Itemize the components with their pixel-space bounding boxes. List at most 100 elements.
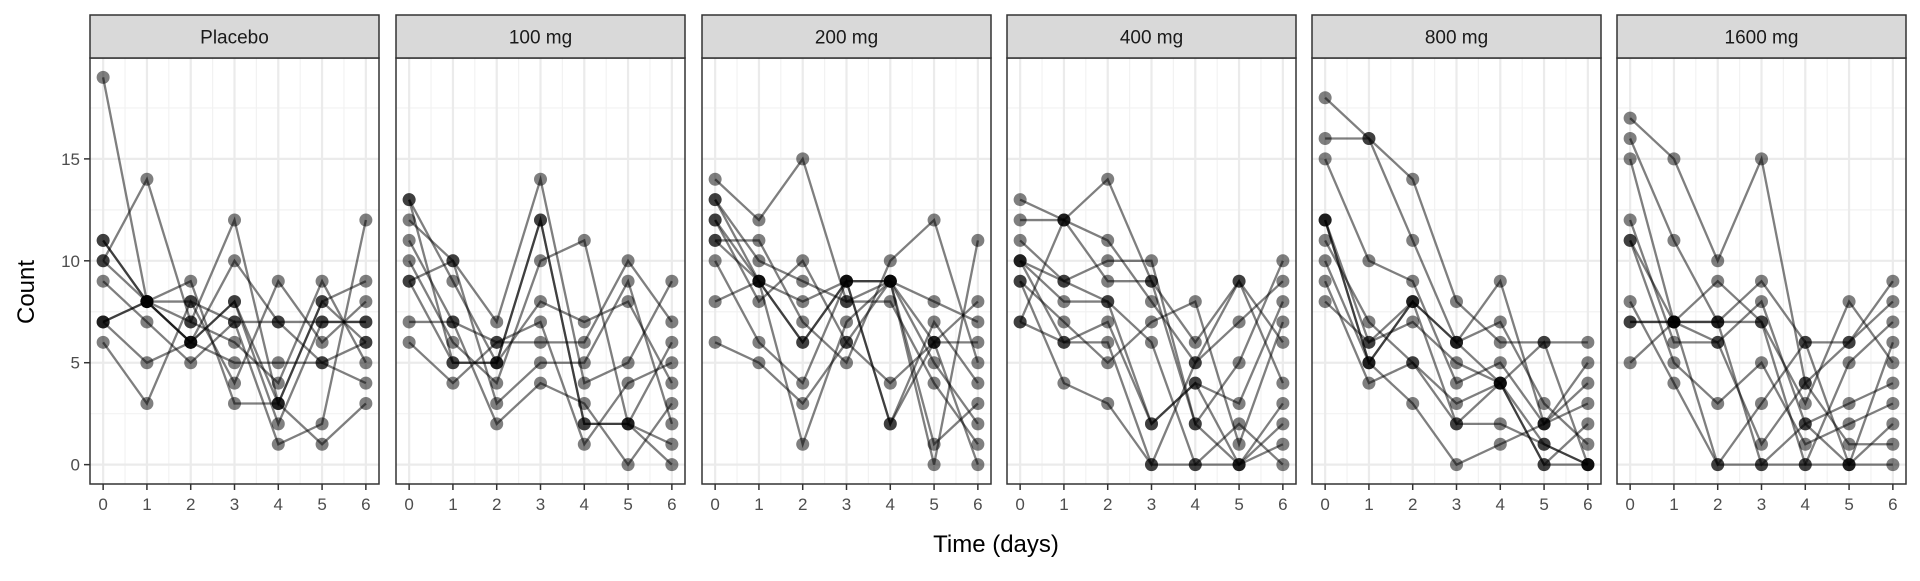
facet-strip [1311,14,1602,59]
x-tick-label: 1 [1669,495,1678,514]
data-point [359,315,373,329]
x-tick-label: 2 [1713,495,1722,514]
data-point [1493,437,1507,451]
x-tick-label: 1 [1364,495,1373,514]
data-point [1318,233,1332,247]
data-point [1318,254,1332,268]
data-point [1623,315,1637,329]
data-point [1145,417,1158,431]
series [96,254,373,370]
data-point [621,274,635,288]
x-tick-label: 6 [973,495,982,514]
data-point [402,274,416,288]
data-point [971,396,985,410]
data-point [1886,295,1900,309]
data-point [752,356,766,370]
data-point [1276,335,1290,349]
data-point [577,315,591,329]
data-point [271,356,285,370]
x-axis: 0 1 2 3 4 5 6 [1625,484,1898,514]
data-point [1188,295,1202,309]
x-tick-label: 6 [667,495,676,514]
data-point [228,315,241,329]
data-point [1145,295,1158,309]
x-tick-label: 1 [142,495,151,514]
data-point [1232,396,1246,410]
facet-panel: 400 mg 0 1 2 3 4 5 6 [1006,14,1297,514]
data-point [402,213,416,227]
data-point [1318,152,1332,166]
x-tick-label: 5 [1234,495,1243,514]
data-point [1406,274,1420,288]
x-axis-title: Time (days) [933,531,1059,558]
data-point [1362,132,1376,146]
facet-panel: 100 mg 0 1 2 3 4 5 6 [395,14,686,514]
y-tick-label: 15 [61,150,80,169]
data-point [271,437,285,451]
data-point [1450,356,1463,370]
data-point [359,335,373,349]
data-point [1057,335,1071,349]
data-point [840,295,853,309]
data-point [708,172,722,186]
data-point [184,295,198,309]
data-point [1276,274,1290,288]
data-point [665,417,679,431]
data-point [359,396,373,410]
data-point [1188,458,1202,472]
data-point [796,437,810,451]
data-point [971,315,985,329]
data-point [621,376,635,390]
data-point [1755,458,1768,472]
data-point [1362,376,1376,390]
data-point [1667,376,1681,390]
data-point [1232,274,1246,288]
panels-layer: Placebo 0 1 2 3 4 5 6 100 mg 0 1 2 3 4 5 6 200 mg 0 1 2 3 4 5 6… [89,14,1907,514]
data-point [1232,458,1246,472]
x-tick-label: 1 [1059,495,1068,514]
major-gridlines [1617,58,1906,484]
data-point [1362,335,1376,349]
x-tick-label: 2 [1408,495,1417,514]
data-point [402,315,416,329]
data-point [228,356,241,370]
data-point [534,213,547,227]
data-point [446,335,460,349]
data-point [1057,376,1071,390]
data-point [883,274,897,288]
series [1013,254,1290,472]
x-tick-label: 1 [448,495,457,514]
data-point [1145,274,1158,288]
data-point [796,315,810,329]
data-point [752,274,766,288]
data-point [315,356,329,370]
data-point [315,295,329,309]
data-point [927,335,941,349]
data-point [490,335,504,349]
data-point [1711,254,1725,268]
data-point [490,356,504,370]
y-tick-label: 10 [61,252,80,271]
data-point [665,437,679,451]
data-point [1145,335,1158,349]
data-point [402,335,416,349]
data-point [359,356,373,370]
data-point [665,396,679,410]
data-point [621,458,635,472]
data-point [840,315,853,329]
facet-strip-label: Placebo [200,28,269,49]
data-point [1493,356,1507,370]
data-point [1798,437,1812,451]
data-point [577,417,591,431]
data-point [1318,132,1332,146]
data-point [1318,274,1332,288]
data-point [927,458,941,472]
x-tick-label: 3 [536,495,545,514]
data-point [228,213,241,227]
x-axis: 0 1 2 3 4 5 6 [404,484,677,514]
data-point [708,295,722,309]
data-point [1537,458,1551,472]
data-point [315,335,329,349]
data-point [96,70,110,84]
data-point [840,356,853,370]
